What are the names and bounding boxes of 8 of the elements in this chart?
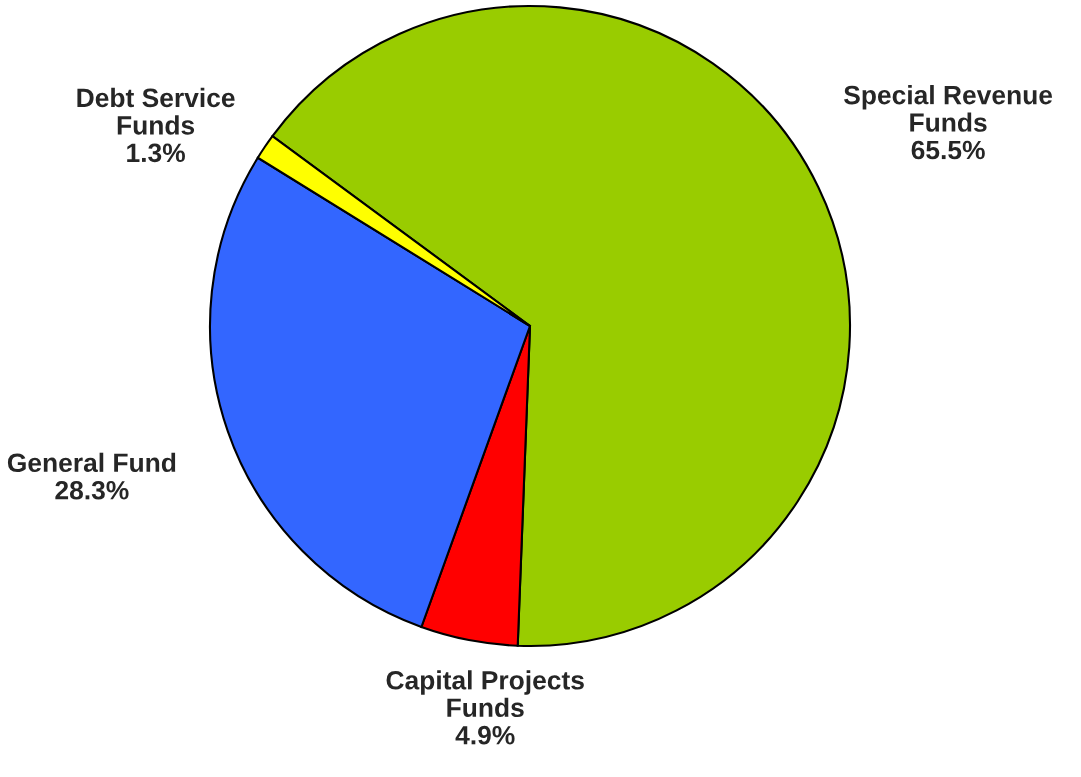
- slice-label: Capital Projects Funds: [386, 670, 584, 718]
- data-label: 4.9%: [455, 725, 515, 745]
- slice-label: Special Revenue Funds: [843, 85, 1053, 132]
- data-label: 1.3%: [127, 143, 185, 163]
- slice-label: Debt Service Funds: [77, 87, 235, 135]
- data-label: 65.5%: [911, 140, 985, 160]
- slice-label: General Fund: [7, 452, 176, 473]
- data-label: 28.3%: [55, 480, 129, 500]
